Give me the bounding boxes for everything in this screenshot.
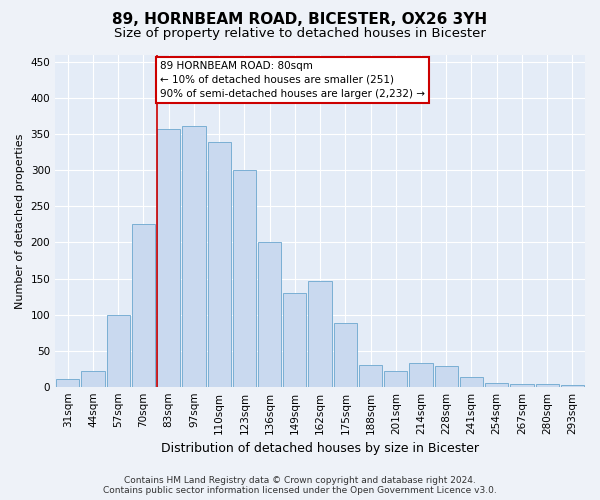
Bar — [359, 365, 382, 386]
Text: 89, HORNBEAM ROAD, BICESTER, OX26 3YH: 89, HORNBEAM ROAD, BICESTER, OX26 3YH — [112, 12, 488, 28]
Bar — [485, 383, 508, 386]
Bar — [233, 170, 256, 386]
Bar — [157, 128, 181, 386]
X-axis label: Distribution of detached houses by size in Bicester: Distribution of detached houses by size … — [161, 442, 479, 455]
Bar — [283, 293, 307, 386]
Text: 89 HORNBEAM ROAD: 80sqm
← 10% of detached houses are smaller (251)
90% of semi-d: 89 HORNBEAM ROAD: 80sqm ← 10% of detache… — [160, 61, 425, 99]
Bar — [82, 371, 104, 386]
Text: Contains HM Land Registry data © Crown copyright and database right 2024.
Contai: Contains HM Land Registry data © Crown c… — [103, 476, 497, 495]
Bar — [334, 323, 357, 386]
Bar — [56, 380, 79, 386]
Bar — [536, 384, 559, 386]
Bar — [107, 314, 130, 386]
Bar — [384, 371, 407, 386]
Bar — [132, 224, 155, 386]
Bar — [511, 384, 533, 386]
Y-axis label: Number of detached properties: Number of detached properties — [15, 133, 25, 308]
Bar — [208, 142, 231, 386]
Bar — [409, 363, 433, 386]
Bar — [308, 280, 332, 386]
Text: Size of property relative to detached houses in Bicester: Size of property relative to detached ho… — [114, 28, 486, 40]
Bar — [258, 242, 281, 386]
Bar — [182, 126, 206, 386]
Bar — [561, 384, 584, 386]
Bar — [460, 376, 483, 386]
Bar — [434, 366, 458, 386]
